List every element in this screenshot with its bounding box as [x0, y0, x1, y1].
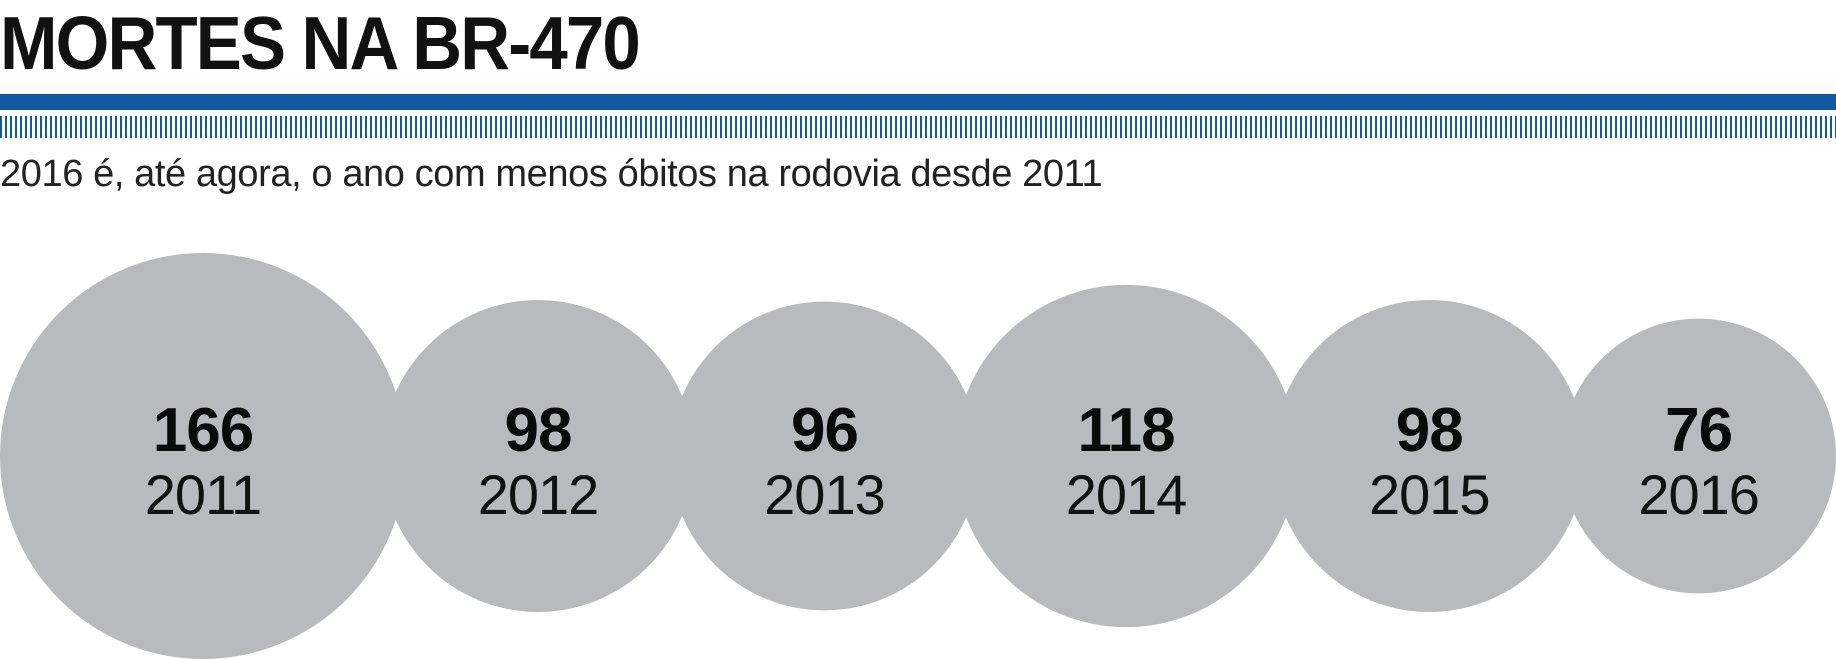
bubble-year-2013: 2013	[764, 463, 885, 526]
bubble-year-2011: 2011	[145, 463, 261, 526]
bubble-value-2014: 118	[1078, 396, 1175, 465]
bubble-value-2013: 96	[791, 396, 858, 465]
bubble-2015	[1273, 300, 1586, 612]
bubble-2011	[0, 253, 406, 659]
bubble-value-2011: 166	[153, 396, 253, 465]
bubble-2014	[954, 284, 1298, 628]
bubble-2013	[670, 301, 979, 611]
bubble-2016	[1561, 318, 1836, 594]
tick-rule	[0, 116, 1836, 138]
bubble-value-2016: 76	[1665, 396, 1732, 465]
title-rule	[0, 94, 1836, 110]
bubble-year-2015: 2015	[1369, 463, 1490, 526]
bubble-year-2014: 2014	[1066, 463, 1187, 526]
bubble-2012	[382, 300, 695, 612]
chart-subtitle: 2016 é, até agora, o ano com menos óbito…	[0, 153, 1103, 195]
bubble-year-2012: 2012	[478, 463, 599, 526]
bubble-value-2012: 98	[505, 396, 572, 465]
bubble-year-2016: 2016	[1638, 463, 1759, 526]
bubble-value-2015: 98	[1396, 396, 1463, 465]
chart-title: MORTES NA BR-470	[0, 1, 641, 85]
